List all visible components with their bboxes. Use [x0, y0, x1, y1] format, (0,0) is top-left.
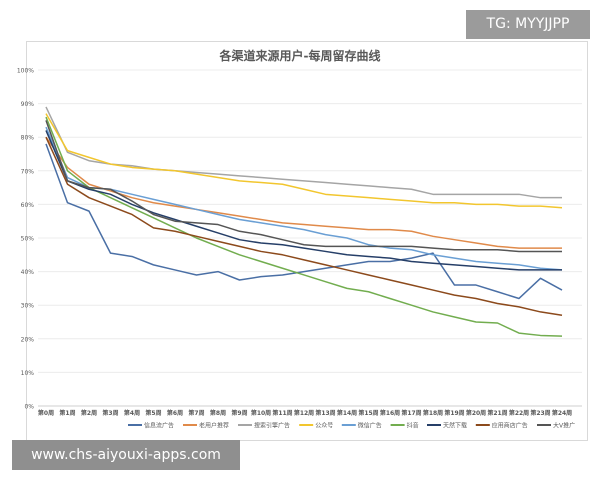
x-tick-label: 第10周: [250, 409, 271, 417]
x-tick-label: 第13周: [314, 409, 335, 417]
x-tick-label: 第22周: [508, 409, 529, 417]
x-tick-label: 第12周: [293, 409, 314, 417]
y-tick-label: 100%: [17, 68, 34, 75]
x-tick-label: 第14周: [336, 409, 357, 417]
y-tick-label: 10%: [21, 370, 35, 377]
y-tick-label: 40%: [21, 269, 35, 276]
x-tick-label: 第8周: [209, 409, 226, 417]
series-line-应用商店广告: [45, 136, 563, 317]
y-tick-label: 20%: [21, 336, 35, 343]
x-tick-label: 第19周: [443, 409, 464, 417]
series-line-大V推广: [45, 120, 562, 253]
legend-label: 抖音: [407, 422, 419, 430]
watermark-bottom: www.chs-aiyouxi-apps.com: [12, 440, 240, 470]
legend-label: 信息流广告: [144, 422, 174, 430]
x-tick-label: 第3周: [101, 409, 118, 417]
legend-label: 应用商店广告: [492, 422, 528, 430]
legend-label: 微信广告: [358, 422, 382, 430]
x-tick-label: 第9周: [230, 409, 247, 417]
y-tick-label: 90%: [21, 101, 35, 108]
chart-frame: [26, 41, 588, 441]
x-tick-label: 第7周: [187, 409, 204, 417]
y-tick-label: 60%: [21, 202, 35, 209]
x-tick-label: 第24周: [551, 409, 572, 417]
x-tick-label: 第1周: [58, 409, 75, 417]
legend-label: 公众号: [315, 423, 333, 430]
series-line-天然下载: [45, 130, 562, 271]
x-tick-label: 第4周: [123, 409, 140, 417]
x-tick-label: 第0周: [37, 409, 54, 417]
chart-title: 各渠道来源用户-每周留存曲线: [219, 49, 381, 63]
series-line-搜索引擎广告: [45, 106, 562, 199]
legend-label: 老用户推荐: [199, 422, 229, 430]
watermark-top: TG: MYYJJPP: [466, 10, 590, 39]
series-line-老用户推荐: [45, 136, 562, 249]
x-tick-label: 第6周: [166, 409, 183, 417]
legend-label: 大V推广: [553, 422, 575, 430]
x-tick-label: 第16周: [379, 409, 400, 417]
legend-label: 搜索引擎广告: [254, 422, 290, 430]
x-tick-label: 第15周: [357, 409, 378, 417]
series-line-信息流广告: [45, 143, 563, 300]
x-tick-label: 第5周: [144, 409, 161, 417]
y-tick-label: 70%: [21, 168, 35, 175]
series-line-公众号: [45, 113, 563, 209]
x-tick-label: 第17周: [400, 409, 421, 417]
y-tick-label: 0%: [24, 404, 34, 411]
legend-label: 天然下载: [443, 422, 467, 430]
y-tick-label: 80%: [21, 135, 35, 142]
y-tick-label: 30%: [21, 303, 35, 310]
x-tick-label: 第18周: [422, 409, 443, 417]
x-tick-label: 第11周: [271, 409, 292, 417]
x-tick-label: 第23周: [529, 409, 550, 417]
y-tick-label: 50%: [21, 236, 35, 243]
series-line-抖音: [45, 116, 563, 337]
x-tick-label: 第2周: [80, 409, 97, 417]
x-tick-label: 第20周: [465, 409, 486, 417]
x-tick-label: 第21周: [486, 409, 507, 417]
series-line-微信广告: [45, 126, 563, 271]
